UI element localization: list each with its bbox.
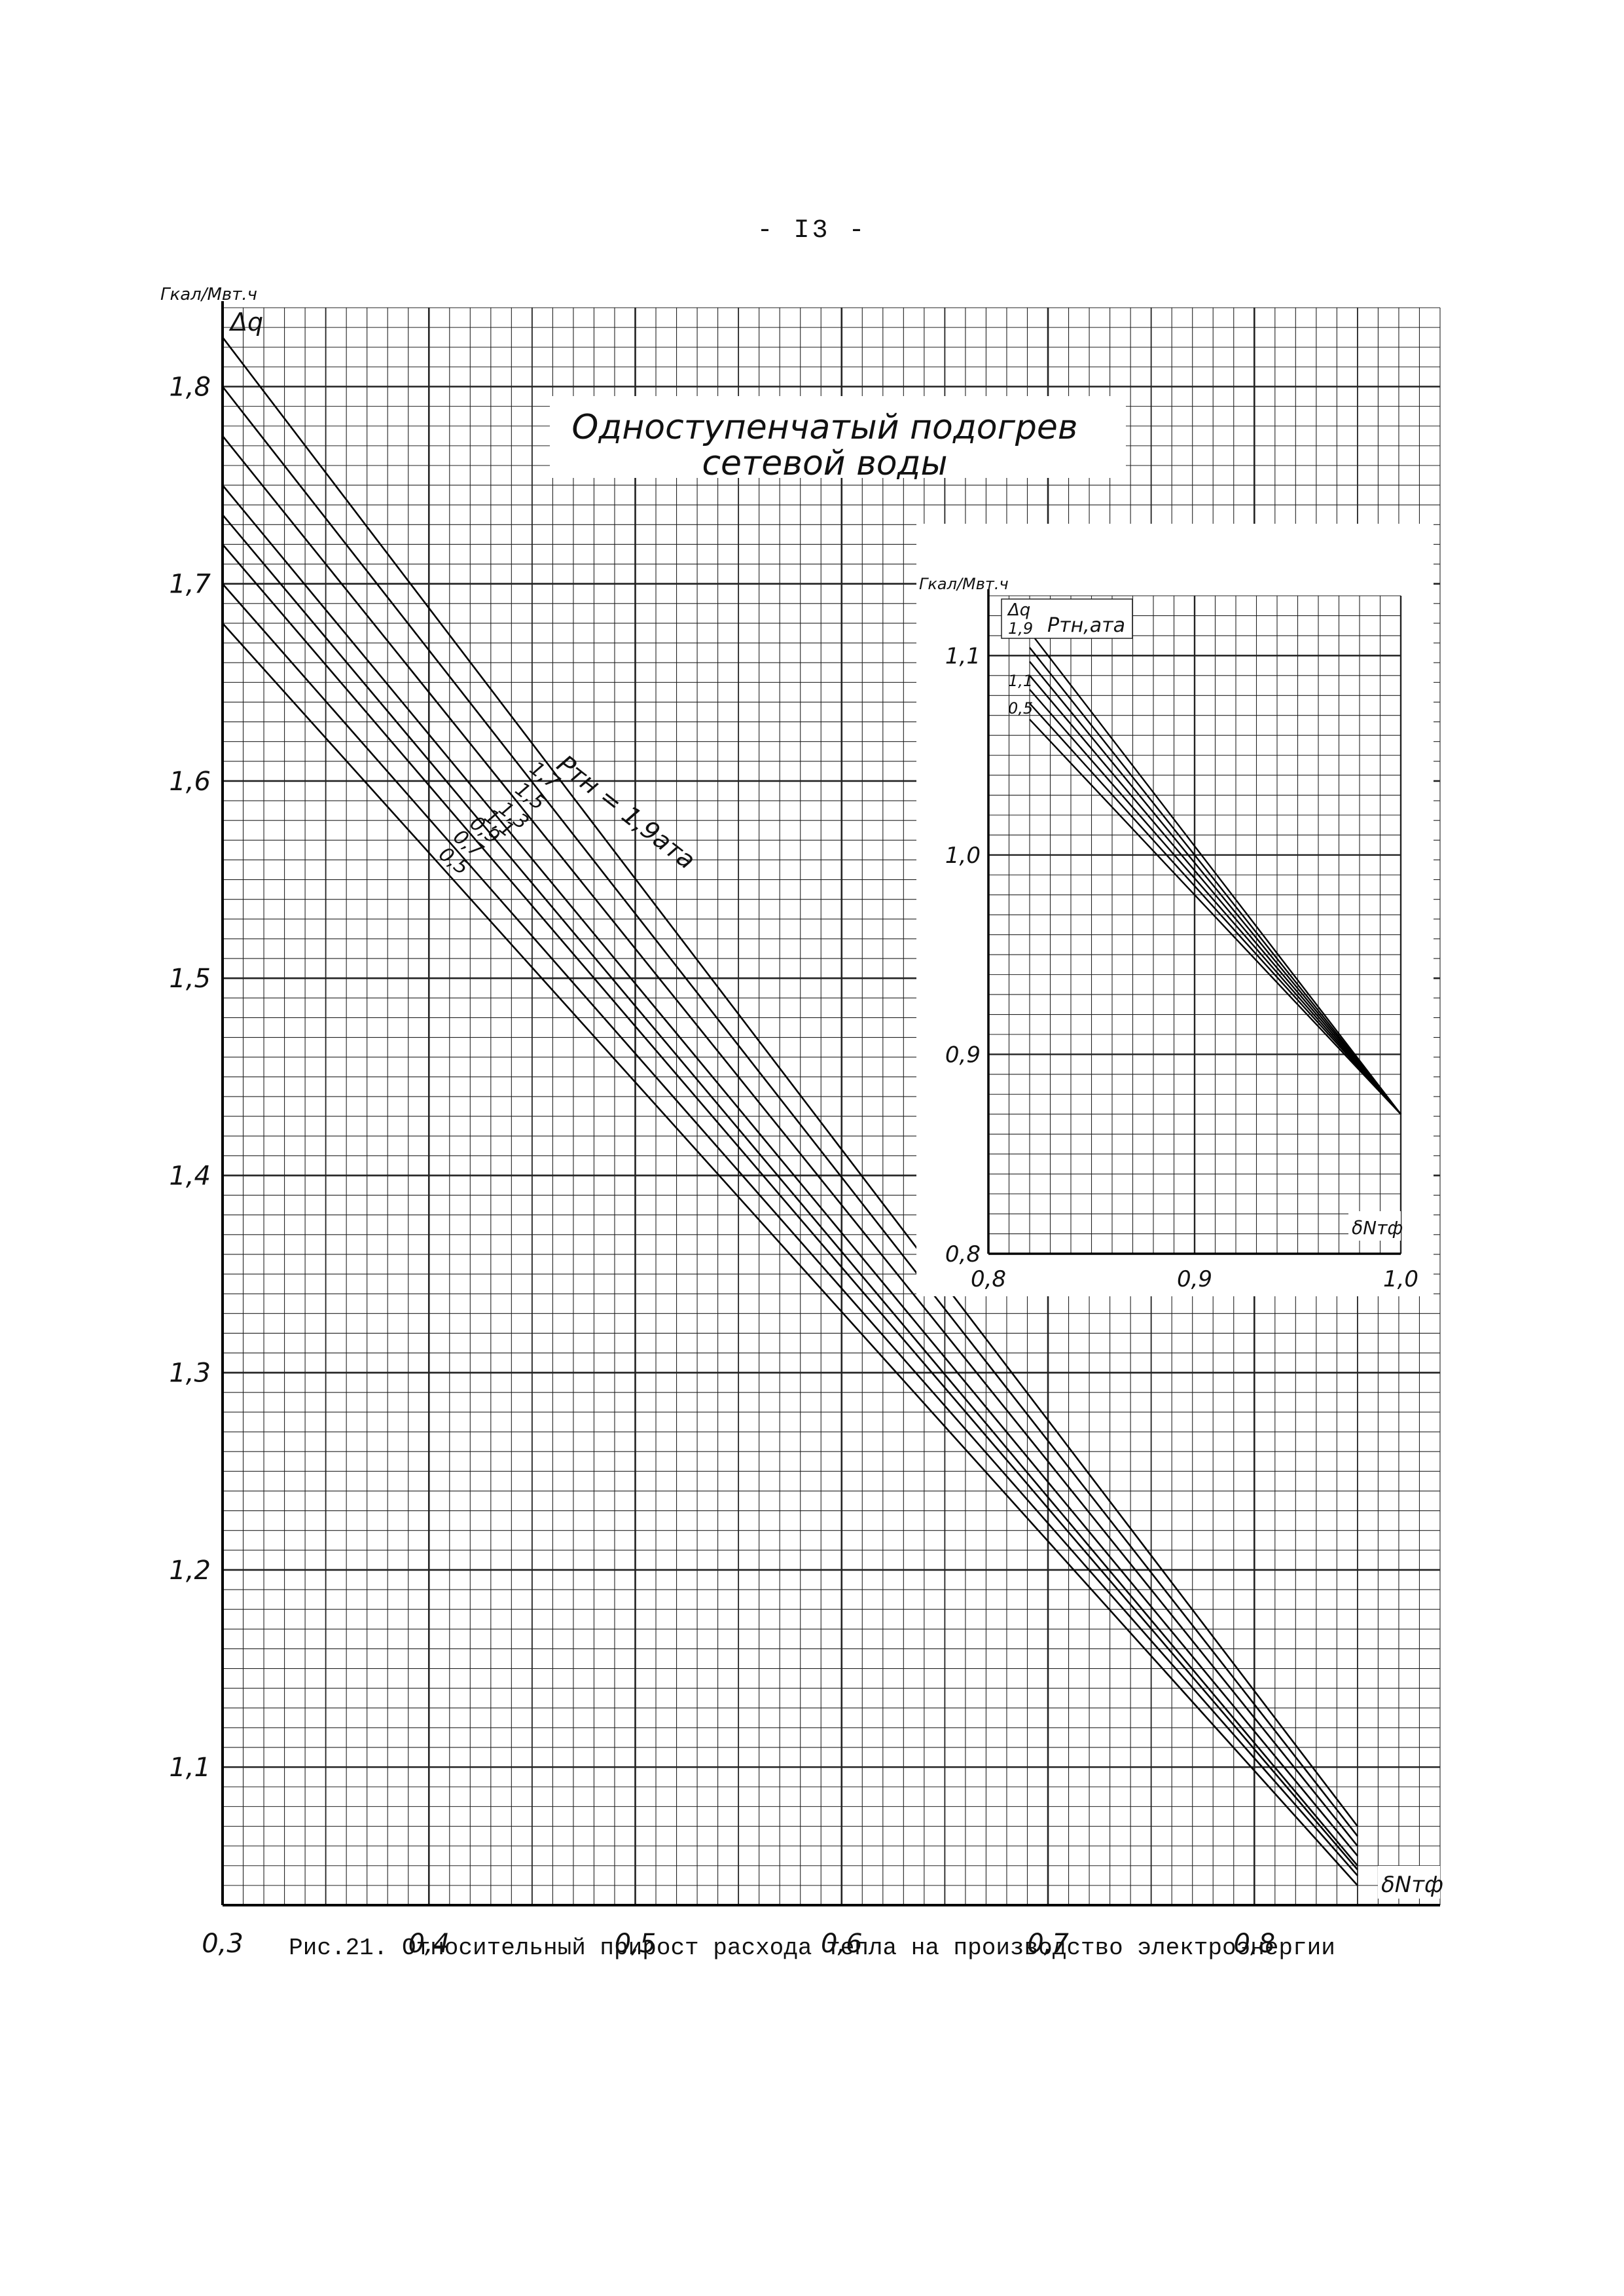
main-y-tick-label: 1,1	[169, 1753, 211, 1783]
inset-x-label: δNтф	[1352, 1217, 1403, 1239]
main-series-line	[221, 386, 1358, 1837]
main-series-line	[222, 583, 1358, 1876]
main-x-tick-label: 0,8	[1233, 1929, 1275, 1959]
inset-legend-entry: 1,9	[1008, 619, 1033, 638]
inset-legend-entry: 1,1	[1008, 672, 1033, 690]
main-y-tick-label: 1,7	[169, 570, 211, 600]
inset-series-line	[1029, 718, 1401, 1115]
inset-series-line	[1029, 675, 1401, 1115]
inset-chart-lines	[1029, 631, 1401, 1115]
inset-x-tick-label: 0,9	[1177, 1266, 1212, 1292]
main-x-tick-label: 0,3	[202, 1929, 244, 1959]
main-y-tick-label: 1,4	[169, 1161, 211, 1191]
main-y-label: Δq	[228, 308, 263, 337]
inset-y-tick-label: 0,9	[945, 1042, 981, 1068]
inset-series-line	[1029, 647, 1401, 1115]
main-x-label: δNтф	[1381, 1872, 1443, 1898]
inset-x-tick-label: 1,0	[1383, 1266, 1418, 1292]
inset-series-line	[1029, 702, 1401, 1115]
main-chart-grid	[221, 301, 1441, 1906]
inset-legend-bg	[1001, 598, 1133, 639]
inset-panel	[916, 524, 1434, 1296]
main-x-label-bg	[1378, 1866, 1440, 1899]
inset-y-tick-label: 0,8	[945, 1241, 981, 1267]
inset-series-line	[1029, 631, 1401, 1115]
main-x-tick-label: 0,5	[615, 1929, 657, 1959]
main-series-line	[221, 337, 1358, 1827]
main-chart-lines	[221, 337, 1358, 1886]
inset-y-tick-label: 1,1	[945, 643, 981, 669]
inset-y-tick-label: 1,0	[945, 843, 981, 869]
inset-series-line	[1029, 689, 1401, 1115]
main-y-tick-label: 1,3	[169, 1358, 211, 1389]
figure-caption: Рис.21. Относительный прирост расхода те…	[289, 1935, 1335, 1961]
inset-x-tick-label: 0,8	[971, 1266, 1006, 1292]
main-y-tick-label: 1,6	[169, 767, 211, 797]
chart-title-line-2: сетевой воды	[702, 444, 947, 483]
main-series-line	[222, 514, 1358, 1867]
main-y-unit: Гкал/Мвт.ч	[160, 285, 257, 304]
chart-title-line-1: Одноступенчатый подогрев	[571, 408, 1077, 447]
main-series-label: Pтн = 1,9ата	[552, 749, 701, 875]
inset-y-label: Δq	[1007, 600, 1030, 620]
inset-x-label-bg	[1348, 1211, 1401, 1241]
main-y-tick-label: 1,8	[169, 372, 211, 402]
inset-y-unit: Гкал/Мвт.ч	[919, 575, 1009, 593]
inset-legend-title: Pтн,ата	[1047, 614, 1125, 637]
inset-chart-labels: 0,8 0,9 1,0 0,8 0,9 1,0 1,1 Гкал/Мвт.ч Δq Pтн,ата…	[919, 575, 1418, 1292]
main-y-tick-label: 1,2	[169, 1556, 211, 1586]
main-y-tick-label: 1,5	[169, 964, 211, 994]
inset-chart-grid	[987, 589, 1402, 1255]
main-series-line	[221, 484, 1358, 1857]
main-x-tick-label: 0,4	[408, 1929, 450, 1959]
inset-series-line	[1029, 661, 1401, 1115]
main-series-line	[222, 543, 1358, 1870]
main-x-tick-label: 0,6	[821, 1929, 863, 1959]
title-box	[550, 396, 1126, 478]
main-series-line	[221, 435, 1358, 1847]
page-number: - I3 -	[757, 216, 867, 246]
main-x-tick-label: 0,7	[1027, 1929, 1069, 1959]
inset-legend-entry: 0,5	[1008, 699, 1033, 718]
main-series-line	[222, 623, 1358, 1886]
